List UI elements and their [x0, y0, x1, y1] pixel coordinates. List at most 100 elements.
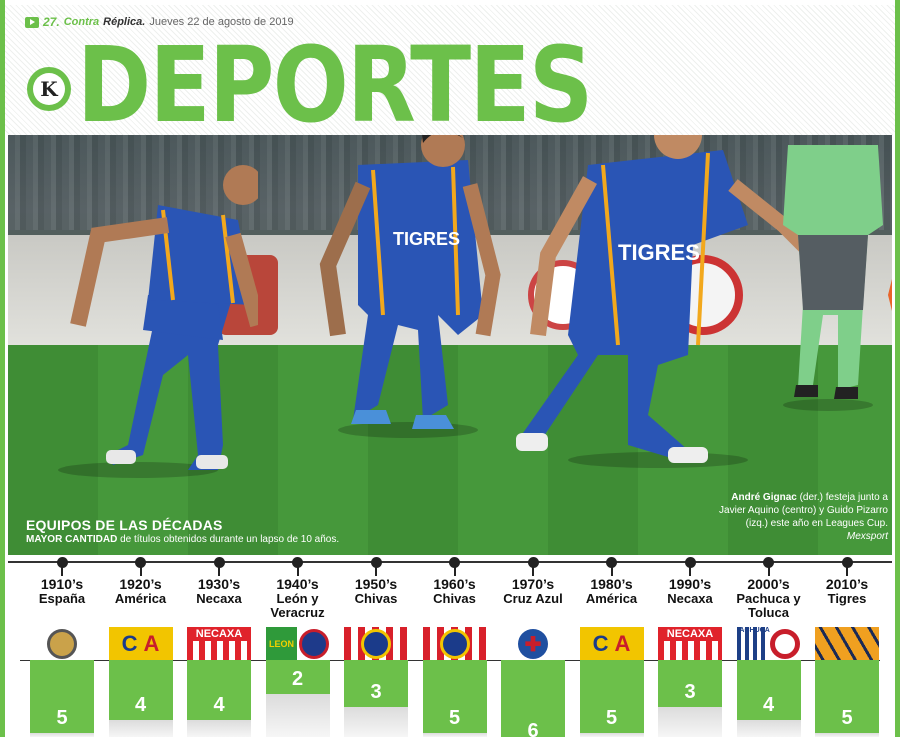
brand-name-part1: Contra: [63, 16, 100, 28]
titles-count: 4: [213, 694, 225, 716]
titles-bar: 4: [108, 660, 173, 720]
play-icon: [25, 16, 39, 28]
team-name: Tigres: [827, 591, 867, 606]
bar-shadow: [736, 720, 801, 737]
team-name: Cruz Azul: [503, 591, 563, 606]
team-crest-icon: ✚: [501, 627, 565, 661]
timeline-stem: [610, 567, 613, 576]
timeline-dot: [213, 557, 225, 568]
team-crest-icon: [30, 627, 94, 661]
issue-date: Jueves 22 de agosto de 2019: [149, 16, 294, 28]
bar-shadow: [30, 733, 94, 737]
timeline-stem: [453, 567, 456, 576]
titles-count: 6: [527, 720, 539, 737]
page-header: 27. Contra Réplica. Jueves 22 de agosto d…: [5, 5, 895, 141]
decade-label: 2000’s: [747, 576, 790, 592]
decade-label: 1950’s: [354, 576, 398, 592]
titles-count: 5: [841, 707, 853, 729]
newspaper-logo-icon: K: [27, 67, 71, 111]
timeline-stem: [218, 567, 220, 576]
timeline-dot: [684, 557, 696, 568]
timeline-stem: [139, 567, 142, 576]
subtitle-text: de títulos obtenidos durante un lapso de…: [117, 534, 340, 545]
timeline-dot: [56, 557, 68, 568]
brand-name-part2: Réplica.: [103, 16, 146, 28]
decade-label: 1970’s: [511, 576, 555, 592]
caption-text: (der.) festeja junto a Javier Aquino (ce…: [719, 492, 888, 529]
decade-column: 1970’s Cruz Azul: [493, 556, 573, 606]
titles-count: 2: [291, 668, 304, 690]
timeline-dot: [763, 557, 774, 568]
titles-count: 5: [605, 707, 618, 729]
team-crest-icon: [815, 627, 879, 661]
team-crest-icon: [344, 627, 408, 661]
decade-column: 1980’s América: [572, 556, 652, 606]
titles-bar: 3: [658, 660, 722, 707]
decade-label: 1980’s: [590, 576, 633, 592]
timeline-dot: [841, 557, 853, 568]
titles-bar: 4: [187, 660, 251, 720]
titles-count: 5: [56, 707, 68, 729]
timeline-stem: [846, 567, 848, 576]
jersey-sponsor-center: TIGRES: [393, 229, 460, 249]
team-name: Necaxa: [667, 591, 713, 606]
team-name: América: [114, 591, 167, 606]
decade-column: 1990’s Necaxa: [650, 556, 730, 606]
infographic-subtitle: MAYOR CANTIDAD de títulos obtenidos dura…: [26, 534, 339, 545]
team-name: Necaxa: [196, 591, 242, 606]
titles-count: 3: [684, 681, 696, 703]
bar-shadow: [658, 707, 722, 737]
decade-label: 1910’s: [40, 576, 84, 592]
titles-bar: 5: [815, 660, 879, 733]
timeline-dot: [527, 557, 539, 568]
team-name: América: [585, 591, 638, 606]
timeline-dot: [606, 557, 617, 568]
decade-label: 1960’s: [433, 576, 476, 592]
timeline-stem: [689, 567, 691, 576]
team-name: Chivas: [354, 591, 398, 606]
timeline-stem: [296, 567, 299, 576]
team-crest-icon: [422, 627, 487, 661]
timeline-dot: [292, 557, 303, 568]
photo-caption: André Gignac (der.) festeja junto a Javi…: [708, 491, 888, 543]
decade-label: 1940’s: [276, 576, 319, 592]
infographic-title: EQUIPOS DE LAS DÉCADAS: [26, 517, 223, 533]
timeline-dot: [370, 557, 382, 568]
titles-count: 5: [448, 707, 461, 729]
decade-column: 2000’s Pachuca y Toluca: [729, 556, 809, 620]
decade-column: 1940’s León y Veracruz: [258, 556, 338, 620]
bar-shadow: [265, 694, 330, 737]
caption-bold: André Gignac: [731, 492, 797, 503]
photo-credit: Mexsport: [846, 531, 888, 542]
team-crest-icon: NECAXA: [658, 627, 722, 661]
bar-shadow: [815, 733, 879, 737]
timeline-stem: [375, 567, 377, 576]
logo-letter: K: [33, 73, 65, 105]
player-center: TIGRES: [319, 135, 501, 438]
titles-count: 3: [370, 681, 382, 703]
decade-column: 1910’s España: [22, 556, 102, 606]
team-crest-icon: NECAXA: [187, 627, 251, 661]
referee: [783, 145, 892, 411]
team-crest-icon: PACHUCA: [736, 627, 801, 661]
titles-bar: 5: [30, 660, 94, 733]
decade-label: 1990’s: [668, 576, 712, 592]
timeline-dot: [449, 557, 460, 568]
titles-count: 4: [762, 694, 775, 716]
titles-bar: 4: [736, 660, 801, 720]
timeline-stem: [532, 567, 534, 576]
bar-shadow: [579, 733, 644, 737]
bar-shadow: [187, 720, 251, 737]
subtitle-bold: MAYOR CANTIDAD: [26, 534, 118, 545]
titles-bar: 5: [422, 660, 487, 733]
team-name: Pachuca y Toluca: [736, 591, 801, 620]
page-meta: 27. Contra Réplica. Jueves 22 de agosto d…: [25, 15, 294, 29]
titles-bar: 2: [265, 660, 330, 694]
decade-column: 1950’s Chivas: [336, 556, 416, 606]
team-name: Chivas: [433, 591, 476, 606]
decade-label: 1920’s: [119, 576, 162, 592]
titles-bar: 5: [579, 660, 644, 733]
team-crest-icon: LEON: [265, 627, 330, 661]
decade-label: 2010’s: [825, 576, 869, 592]
